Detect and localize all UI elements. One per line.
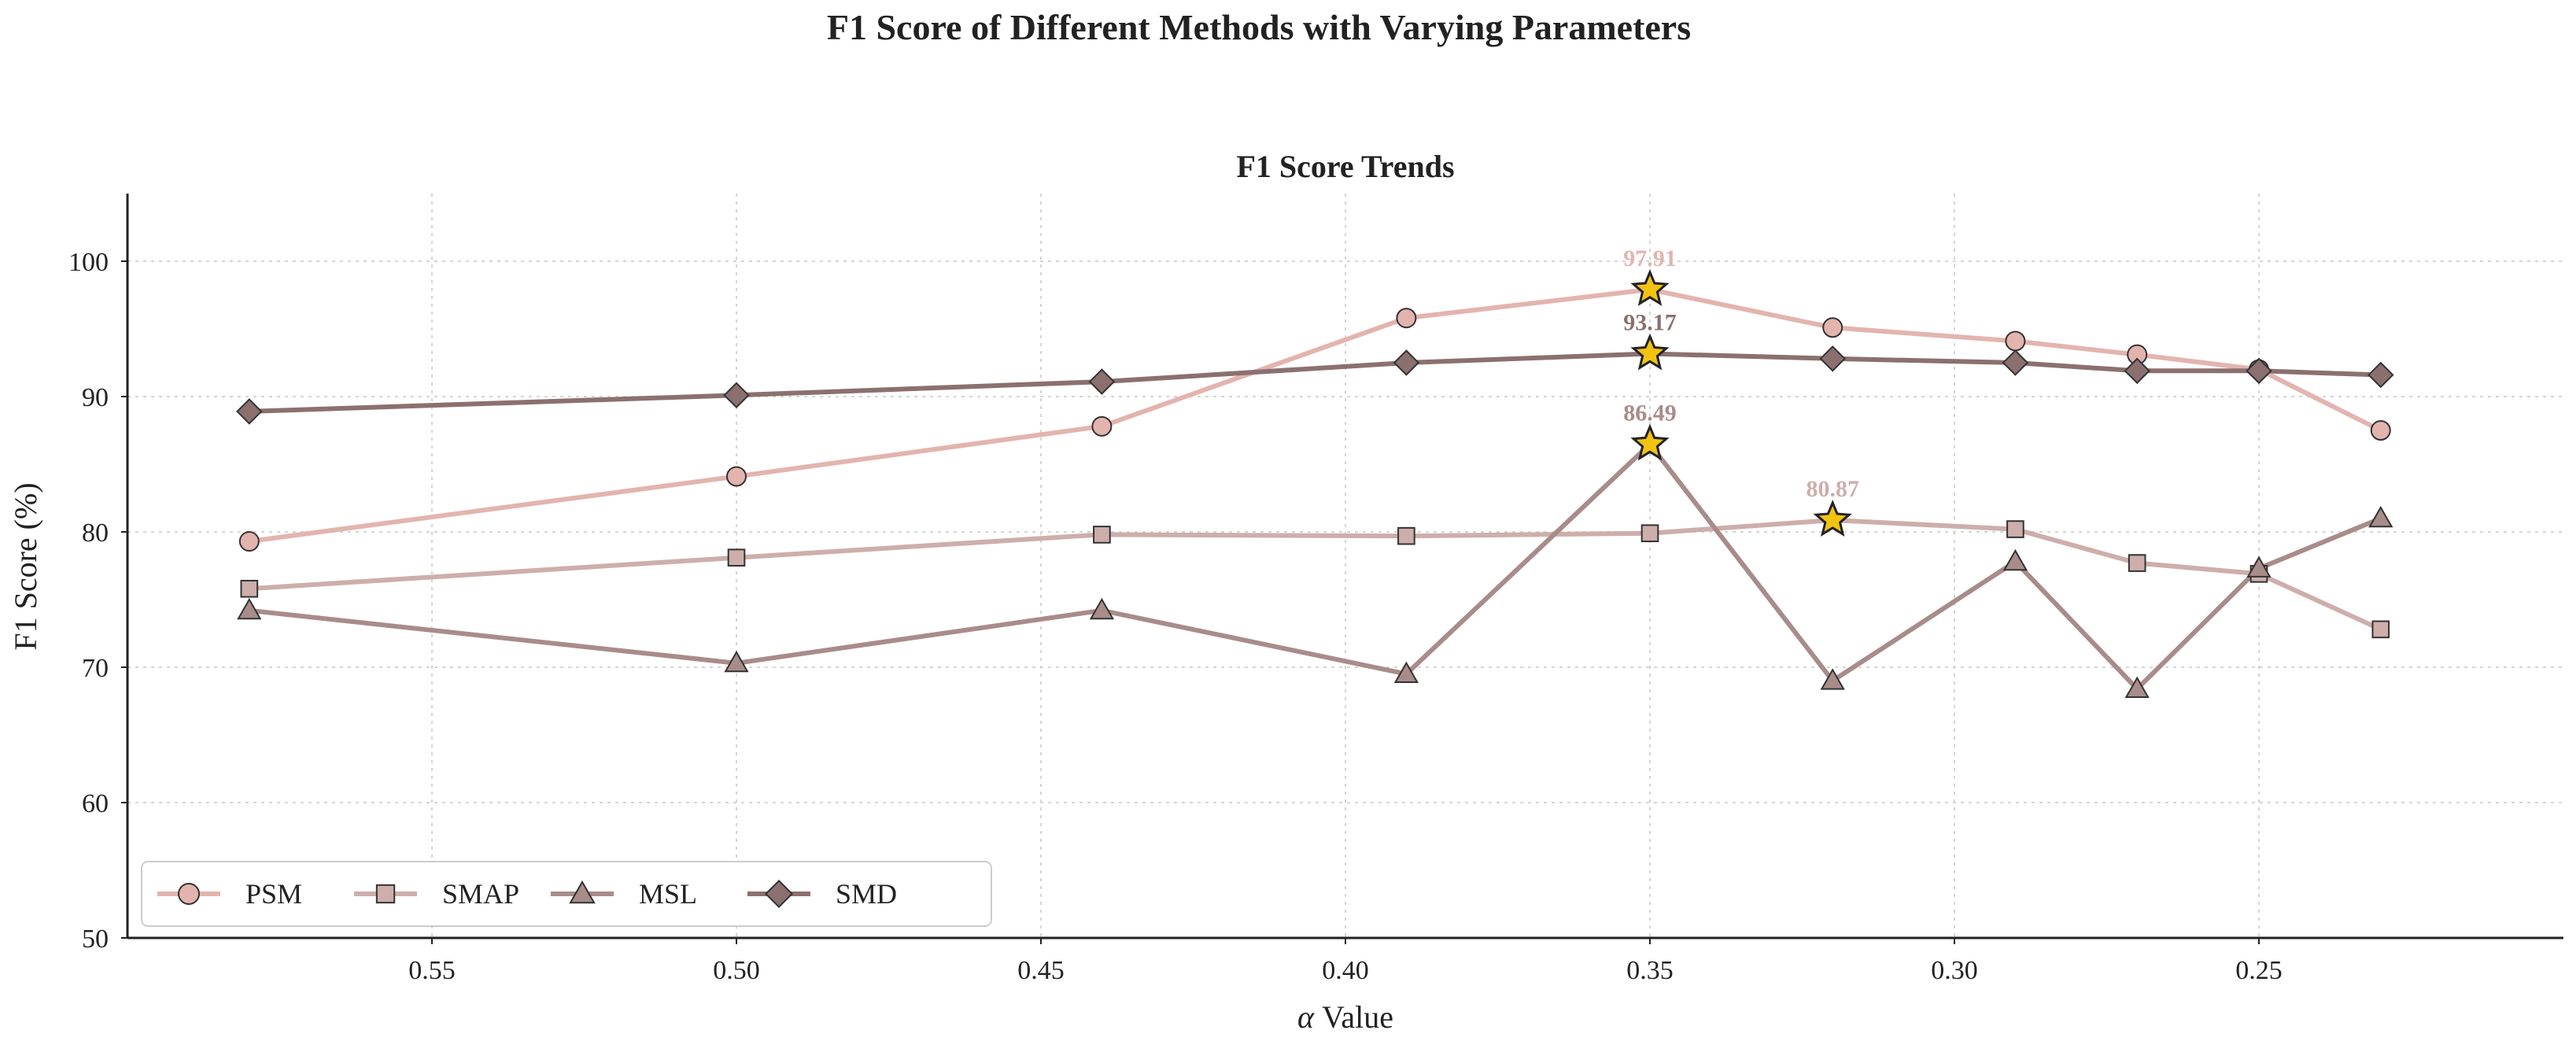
x-tick-label: 0.55 bbox=[408, 956, 456, 985]
series-line-smd bbox=[249, 351, 2381, 414]
best-point-msl bbox=[1630, 423, 1670, 461]
series-line-psm bbox=[249, 286, 2382, 544]
legend-items: PSM SMAP MSL SMD bbox=[157, 878, 897, 910]
x-tick-labels: 0.55 0.50 0.45 0.40 0.35 0.30 0.25 bbox=[408, 938, 2283, 985]
data-point-smap bbox=[1397, 526, 1415, 545]
series-line-msl bbox=[249, 441, 2382, 692]
data-point-msl bbox=[1393, 661, 1419, 684]
x-tick-label: 0.50 bbox=[713, 956, 760, 985]
x-tick-label: 0.25 bbox=[2235, 956, 2283, 985]
best-label-psm: 97.91 bbox=[1623, 245, 1677, 271]
best-label-smap: 80.87 bbox=[1806, 476, 1859, 502]
data-point-smap bbox=[240, 579, 259, 598]
legend-label-psm: PSM bbox=[245, 878, 302, 910]
legend-label-smd: SMD bbox=[836, 878, 897, 910]
y-tick-label: 100 bbox=[68, 248, 109, 277]
y-tick-label: 80 bbox=[82, 519, 109, 548]
chart-suptitle: F1 Score of Different Methods with Varyi… bbox=[827, 7, 1691, 47]
data-point-smap bbox=[2006, 520, 2024, 538]
data-point-psm bbox=[1396, 308, 1417, 329]
data-point-smap bbox=[2371, 620, 2390, 639]
chart-title: F1 Score Trends bbox=[1236, 149, 1454, 184]
best-annotations: 97.91 80.87 86.49 93.17 bbox=[1623, 245, 1859, 502]
x-axis-label-symbol: α bbox=[1297, 999, 1315, 1035]
legend-label-msl: MSL bbox=[639, 878, 697, 910]
best-point-psm bbox=[1630, 268, 1670, 306]
data-point-msl bbox=[2002, 548, 2028, 571]
x-tick-label: 0.40 bbox=[1322, 956, 1369, 985]
y-axis-label: F1 Score (%) bbox=[8, 482, 43, 650]
series-line-smap bbox=[249, 518, 2382, 632]
x-tick-label: 0.35 bbox=[1626, 956, 1674, 985]
data-point-smd bbox=[723, 382, 750, 409]
x-axis-label-text: Value bbox=[1314, 999, 1393, 1035]
data-point-smd bbox=[1819, 345, 1846, 372]
x-tick-label: 0.45 bbox=[1017, 956, 1065, 985]
series-lines bbox=[249, 286, 2382, 692]
data-point-msl bbox=[724, 650, 749, 673]
legend-marker-smd bbox=[764, 879, 794, 909]
data-point-msl bbox=[2124, 676, 2150, 698]
y-tick-label: 90 bbox=[82, 383, 109, 412]
data-point-smap bbox=[1640, 524, 1659, 543]
data-point-psm bbox=[2370, 420, 2391, 441]
best-point-smap bbox=[1813, 500, 1852, 537]
data-point-smap bbox=[2128, 554, 2146, 572]
data-point-smap bbox=[1093, 526, 1111, 544]
data-point-msl bbox=[237, 597, 262, 620]
data-point-smd bbox=[2002, 349, 2029, 376]
x-axis-label: α Value bbox=[1297, 999, 1393, 1035]
legend-marker-smap bbox=[375, 884, 396, 904]
legend: PSM SMAP MSL SMD bbox=[141, 861, 992, 927]
data-point-psm bbox=[2005, 330, 2026, 352]
data-point-msl bbox=[2246, 556, 2272, 578]
data-point-psm bbox=[238, 531, 260, 552]
data-point-smd bbox=[2367, 361, 2394, 389]
data-point-msl bbox=[1820, 668, 1845, 690]
data-point-psm bbox=[1822, 317, 1843, 338]
legend-marker-psm bbox=[178, 883, 200, 905]
data-point-smd bbox=[236, 398, 263, 425]
legend-marker-msl bbox=[569, 880, 596, 904]
y-tick-label: 60 bbox=[82, 789, 109, 818]
grid bbox=[127, 194, 2563, 939]
legend-label-smap: SMAP bbox=[442, 878, 519, 910]
data-point-smd bbox=[1088, 368, 1116, 395]
best-label-msl: 86.49 bbox=[1623, 400, 1677, 426]
series-markers bbox=[236, 268, 2394, 698]
y-tick-label: 70 bbox=[82, 654, 109, 683]
best-label-smd: 93.17 bbox=[1623, 309, 1677, 335]
data-point-psm bbox=[1091, 415, 1113, 437]
y-tick-label: 50 bbox=[82, 925, 109, 954]
data-point-msl bbox=[1089, 597, 1115, 620]
x-tick-label: 0.30 bbox=[1931, 956, 1978, 985]
data-point-psm bbox=[726, 466, 747, 487]
data-point-smd bbox=[2124, 357, 2150, 385]
data-point-smap bbox=[727, 548, 746, 567]
data-point-smd bbox=[2246, 357, 2272, 385]
data-point-msl bbox=[2368, 505, 2393, 528]
data-point-smd bbox=[1393, 349, 1420, 376]
y-tick-labels: 50 60 70 80 90 100 bbox=[68, 248, 127, 954]
best-point-smd bbox=[1630, 333, 1670, 371]
